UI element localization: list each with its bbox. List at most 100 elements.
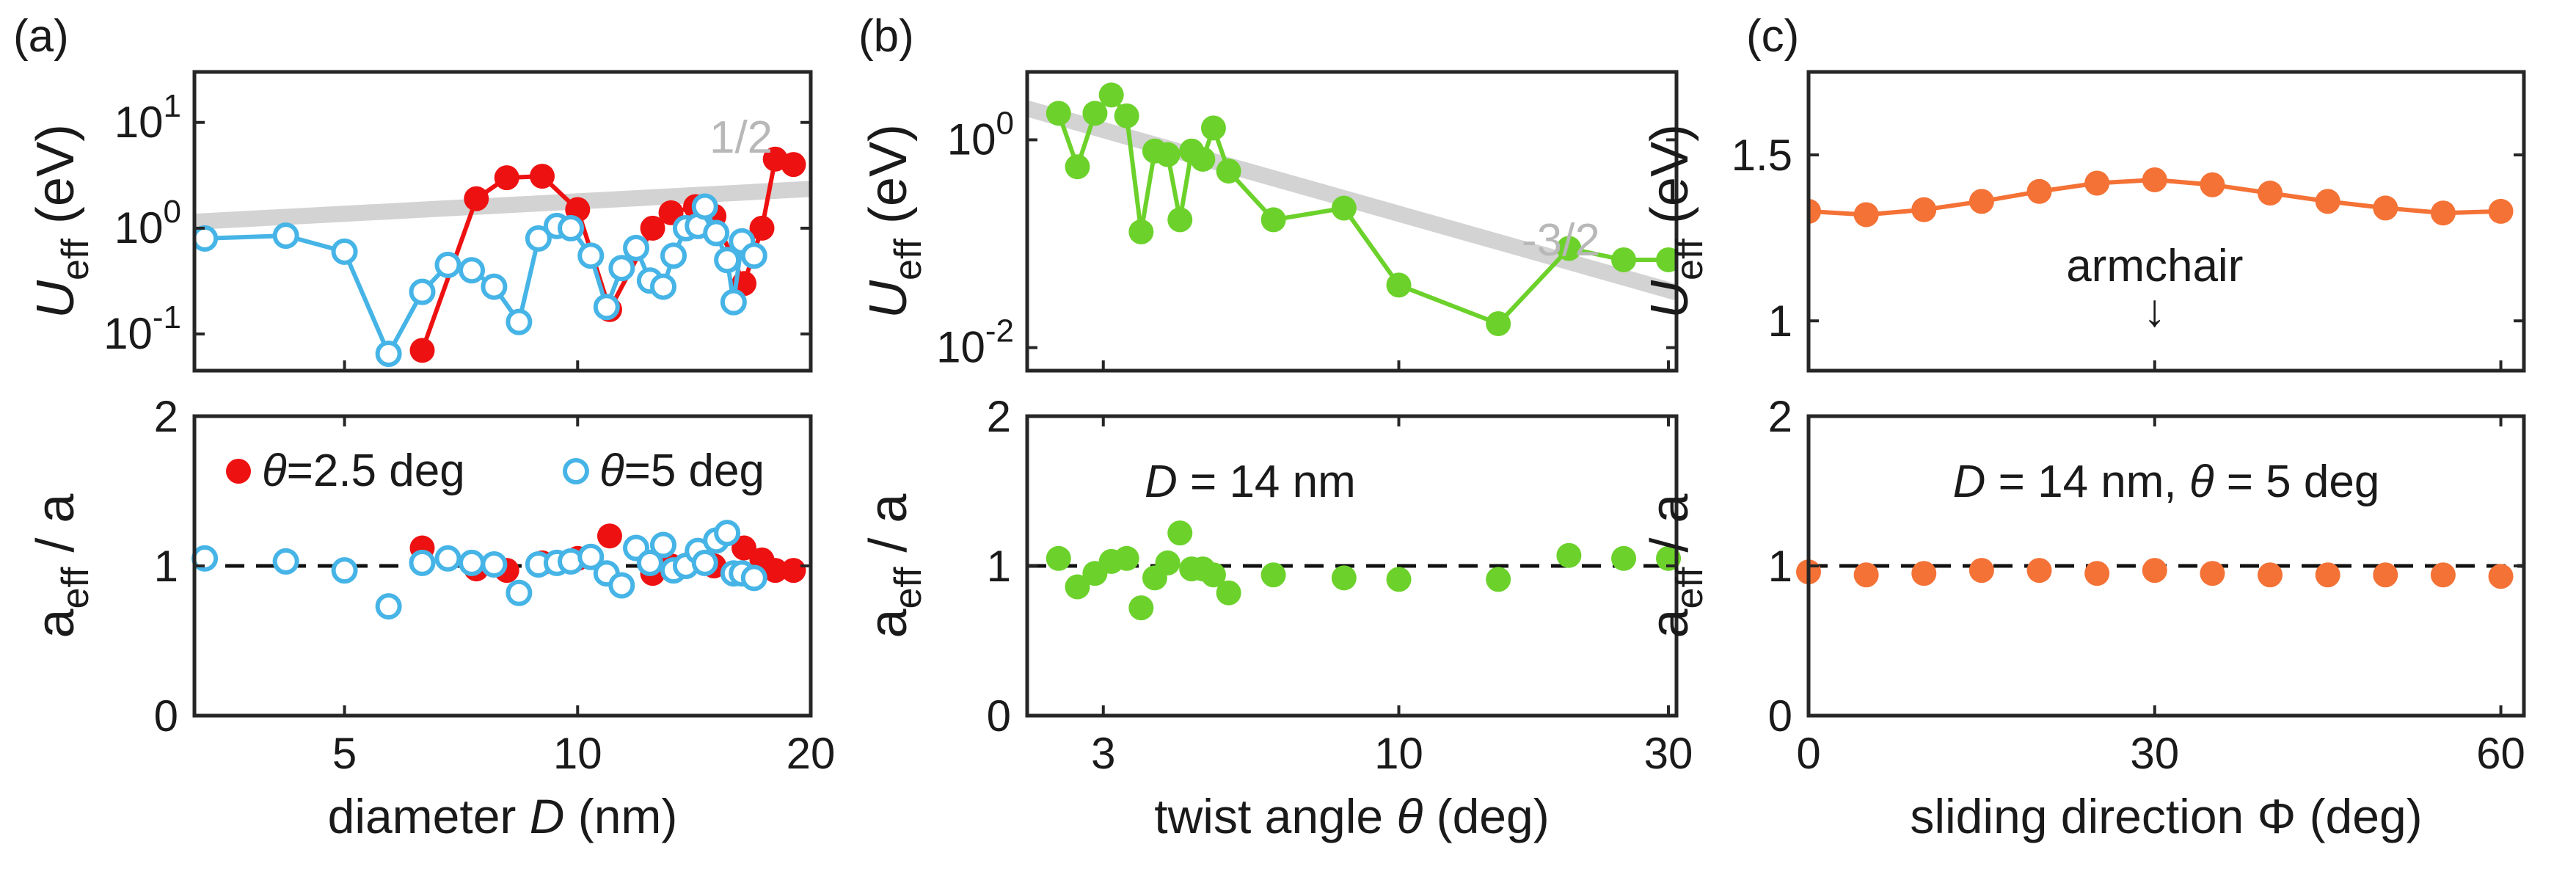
- panel-a-bottom-data-point: [272, 548, 299, 575]
- panel-a-xlabel-unit: (nm): [564, 789, 677, 843]
- panel-a-data-point: [714, 247, 741, 274]
- panel-a-bottom-data-point: [481, 550, 508, 578]
- panel-b-data-point: [1386, 272, 1412, 298]
- panel-b-bottom-data-point: [1065, 574, 1090, 600]
- panel-c-bottom-data-point: [1853, 562, 1879, 588]
- panel-c-bottom-ytick-label: 0: [1768, 691, 1792, 741]
- panel-b-bottom-data-point: [1386, 567, 1412, 592]
- panel-b-bottom-ytick-label: 2: [987, 392, 1011, 441]
- panel-a-legend-var: θ: [599, 446, 624, 496]
- panel-b-bottom-data-point: [1331, 565, 1357, 591]
- panel-c-top-axes-frame: [1806, 70, 2526, 373]
- panel-a-top-ylabel-tail: (eV): [26, 124, 85, 239]
- panel-a-top-ytick-label: 10-1: [103, 299, 181, 358]
- panel-c-xlabel: sliding direction Φ (deg): [1910, 789, 2422, 843]
- panel-a-bottom-data-point: [434, 545, 461, 572]
- panel-a-data-point: [434, 251, 461, 278]
- panel-a-data-point: [740, 242, 767, 269]
- panel-b-parameter-annotation: D = 14 nm: [1145, 457, 1356, 507]
- panel-a-data-point: [749, 215, 775, 241]
- panel-b-bottom-data-point: [1155, 550, 1181, 575]
- panel-b-data-point: [1611, 247, 1637, 272]
- panel-b-xtick-label: 10: [1374, 729, 1423, 778]
- panel-b-data-point: [1114, 103, 1139, 128]
- panel-b-data-point: [1331, 195, 1357, 221]
- panel-a-bottom-ylabel-main: a: [26, 608, 85, 638]
- panel-c-bottom-data-point: [2258, 562, 2283, 588]
- panel-a-top-ylabel-main: U: [26, 280, 85, 319]
- panel-b-xlabel-text: twist angle: [1154, 789, 1396, 843]
- panel-a-data-point: [194, 225, 219, 252]
- panel-b-top-series-clip: [1046, 82, 1676, 336]
- panel-a-data-point: [577, 242, 605, 269]
- panel-a-top-ylabel: Ueff (eV): [26, 124, 97, 319]
- panel-a-data-point: [650, 273, 677, 300]
- panel-c-data-point: [1969, 189, 1994, 214]
- panel-b-top-ytick-base: 10: [936, 323, 985, 372]
- panel-c-bottom-ylabel: aeff / a: [1641, 493, 1711, 639]
- panel-c-top-ytick-label: 1: [1768, 297, 1792, 346]
- panel-b-bottom-ylabel-sub: eff: [887, 567, 930, 608]
- panel-a-bottom-data-point: [506, 579, 533, 606]
- panel-a-data-point: [331, 238, 358, 265]
- panel-a-bottom-data-point: [577, 543, 605, 570]
- panel-c-bottom-series-filled: [1796, 558, 2514, 589]
- panel-a-bottom-data-point: [331, 557, 358, 584]
- panel-c-annotation-text: = 5 deg: [2214, 457, 2380, 507]
- panel-a-bottom-ylabel-sub: eff: [54, 567, 97, 608]
- panel-c-bottom-data-point: [2430, 562, 2456, 588]
- panel-b-data-point: [1128, 219, 1154, 244]
- panel-c-data-point: [2084, 170, 2110, 196]
- panel-b-bottom-ylabel-tail: / a: [859, 493, 918, 567]
- panel-b-top-ylabel-sub: eff: [887, 239, 930, 280]
- panel-b-bottom-data-point: [1046, 545, 1071, 571]
- panel-b-bottom-series-filled: [1046, 520, 1682, 621]
- panel-b-xlabel: twist angle θ (deg): [1154, 789, 1549, 843]
- panel-b-bottom-data-point: [1167, 520, 1193, 546]
- panel-b-top-ylabel-tail: (eV): [859, 124, 918, 239]
- panel-c-bottom-data-point: [2026, 558, 2052, 584]
- panel-b-bottom-ytick-label: 1: [987, 542, 1011, 591]
- panel-a-legend-entry: θ=2.5 deg: [262, 446, 465, 496]
- panel-c-bottom-ytick-label: 2: [1768, 392, 1792, 441]
- panel-a-bottom-data-point: [740, 564, 767, 592]
- panel-c-annotation-text: = 14 nm,: [1985, 457, 2189, 507]
- panel-a-data-point: [781, 152, 806, 178]
- panel-a-data-point: [409, 338, 435, 363]
- panel-c-label: (c): [1746, 11, 1799, 62]
- panel-b-bottom-data-point: [1260, 562, 1286, 588]
- panel-b-bottom-data-point: [1200, 562, 1226, 588]
- panel-a-bottom-data-point: [650, 531, 677, 559]
- panel-c-data-point: [2373, 195, 2398, 221]
- panel-c-annotation-var: D: [1953, 457, 1986, 507]
- panel-a-bottom-ytick-label: 1: [154, 542, 178, 591]
- panel-c-annotation-var: θ: [2189, 457, 2214, 507]
- panel-b-data-point: [1098, 82, 1124, 108]
- panel-a-data-point: [593, 294, 620, 321]
- panel-c-bottom-ylabel-main: a: [1641, 608, 1699, 638]
- panel-c-data-point: [1911, 197, 1937, 222]
- panel-a-data-point: [464, 186, 489, 211]
- panel-b-top-ytick-label: 10-2: [936, 313, 1014, 372]
- panel-a-xlabel-var: D: [530, 789, 565, 843]
- panel-c-top-ytick-label: 1.5: [1732, 131, 1792, 180]
- panel-b-bottom-data-point: [1486, 567, 1511, 592]
- panel-b-xtick-label: 3: [1091, 729, 1115, 778]
- panel-b-data-point: [1216, 159, 1241, 184]
- panel-a-data-point: [720, 288, 747, 316]
- panel-c-top-ylabel-sub: eff: [1668, 239, 1711, 280]
- panel-a-bottom-ytick-label: 2: [154, 392, 178, 441]
- panel-b-data-point: [1260, 207, 1286, 233]
- panel-a-data-point: [640, 215, 665, 241]
- panel-c-bottom-data-point: [2488, 564, 2514, 589]
- panel-a-data-point: [608, 255, 635, 282]
- panel-a-legend-text: =2.5 deg: [287, 446, 465, 496]
- panel-b-data-point: [1065, 154, 1090, 180]
- panel-b-top-axes-frame: [1025, 70, 1679, 373]
- panel-a-guide-label: 1/2: [709, 112, 773, 163]
- panel-b-bottom-data-point: [1128, 595, 1154, 621]
- panel-b-bottom-data-point: [1611, 545, 1637, 571]
- panel-a-xtick-label: 10: [553, 729, 602, 778]
- panel-a-bottom-data-point: [636, 549, 663, 576]
- panel-b-top-ytick-label: 100: [947, 105, 1014, 164]
